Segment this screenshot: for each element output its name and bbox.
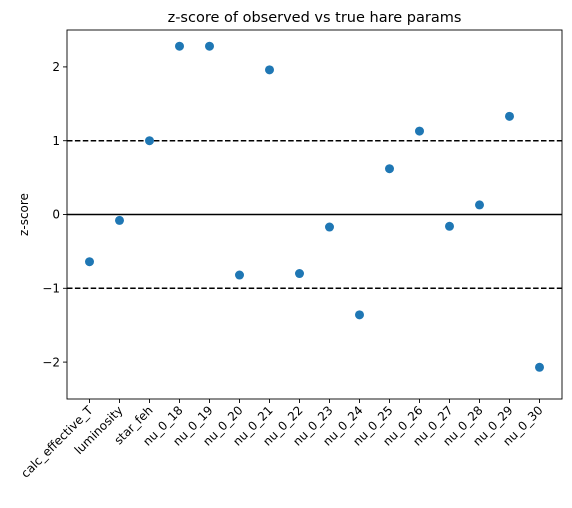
data-point bbox=[145, 136, 154, 146]
data-point bbox=[385, 164, 394, 174]
plot-area: −2−1012calc_effective_Tluminositystar_fe… bbox=[18, 29, 563, 481]
data-point bbox=[355, 310, 364, 320]
y-axis-label: z-score bbox=[17, 193, 31, 236]
chart-title: z-score of observed vs true hare params bbox=[168, 10, 462, 26]
y-tick-label: 0 bbox=[52, 208, 60, 222]
data-point bbox=[445, 221, 454, 231]
data-point bbox=[85, 257, 94, 267]
data-point bbox=[325, 222, 334, 232]
data-point bbox=[235, 270, 244, 280]
y-tick-label: −2 bbox=[42, 355, 60, 369]
y-tick-label: 2 bbox=[52, 60, 60, 74]
data-point bbox=[205, 41, 214, 51]
data-point bbox=[415, 126, 424, 136]
data-point bbox=[535, 362, 544, 372]
data-point bbox=[505, 111, 514, 121]
data-point bbox=[475, 200, 484, 210]
data-point bbox=[295, 269, 304, 279]
y-tick-label: 1 bbox=[52, 134, 60, 148]
data-point bbox=[265, 65, 274, 75]
data-point bbox=[115, 215, 124, 225]
y-tick-label: −1 bbox=[42, 282, 60, 296]
data-point bbox=[175, 41, 184, 51]
